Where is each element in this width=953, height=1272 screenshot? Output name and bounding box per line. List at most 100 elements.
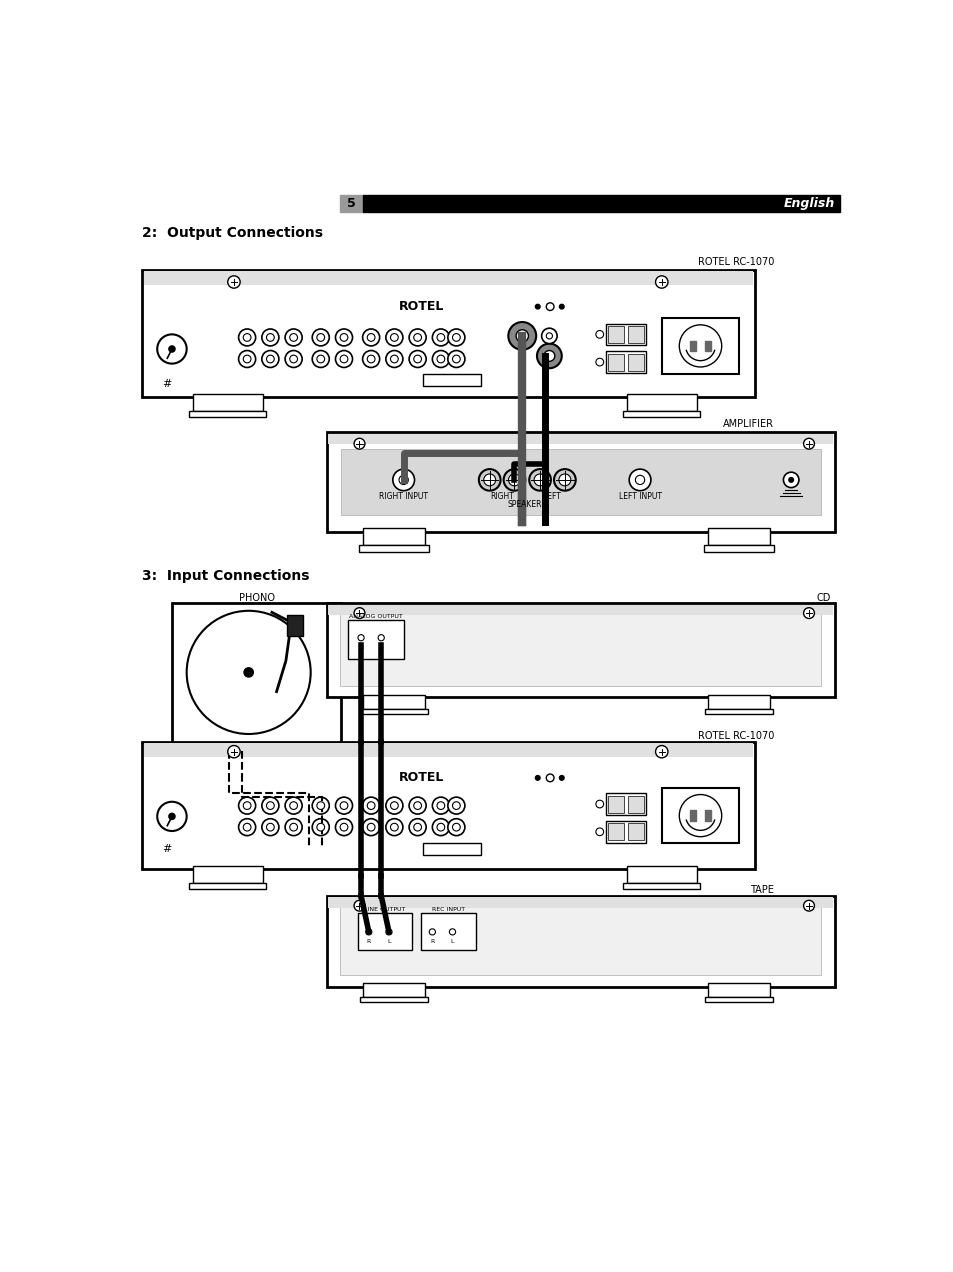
- Circle shape: [362, 329, 379, 346]
- Circle shape: [354, 608, 365, 618]
- Circle shape: [312, 351, 329, 368]
- Text: CD: CD: [816, 593, 830, 603]
- Circle shape: [782, 472, 798, 487]
- Bar: [363, 983, 425, 996]
- Circle shape: [679, 795, 721, 837]
- Circle shape: [390, 333, 397, 341]
- Circle shape: [335, 819, 353, 836]
- Circle shape: [452, 801, 459, 809]
- Bar: [704, 810, 710, 820]
- Circle shape: [261, 819, 278, 836]
- Circle shape: [261, 329, 278, 346]
- Circle shape: [635, 476, 644, 485]
- Bar: [627, 823, 643, 841]
- Circle shape: [385, 819, 402, 836]
- Circle shape: [546, 333, 552, 338]
- Circle shape: [596, 359, 603, 366]
- Circle shape: [244, 668, 253, 677]
- Circle shape: [436, 355, 444, 363]
- Text: #: #: [162, 379, 172, 389]
- Circle shape: [285, 798, 302, 814]
- Circle shape: [802, 439, 814, 449]
- Text: LINE OUTPUT: LINE OUTPUT: [364, 907, 405, 912]
- Circle shape: [554, 469, 575, 491]
- Circle shape: [483, 474, 496, 486]
- Circle shape: [398, 476, 408, 485]
- Circle shape: [424, 925, 439, 940]
- Bar: [142, 742, 754, 869]
- Text: ROTEL: ROTEL: [398, 771, 444, 785]
- Circle shape: [362, 798, 379, 814]
- Circle shape: [335, 329, 353, 346]
- Circle shape: [169, 813, 174, 819]
- Bar: [144, 743, 753, 757]
- Bar: [605, 323, 645, 345]
- Circle shape: [447, 819, 464, 836]
- Text: PHONO: PHONO: [239, 593, 274, 603]
- Circle shape: [228, 276, 240, 289]
- Text: TAPE: TAPE: [749, 885, 773, 895]
- Circle shape: [414, 823, 421, 831]
- Bar: [622, 883, 700, 889]
- Circle shape: [238, 798, 255, 814]
- Bar: [340, 195, 363, 212]
- Circle shape: [316, 355, 324, 363]
- Text: AMPLIFIER: AMPLIFIER: [722, 418, 773, 429]
- Bar: [360, 996, 428, 1002]
- Circle shape: [362, 819, 379, 836]
- Circle shape: [629, 469, 650, 491]
- Circle shape: [377, 635, 384, 641]
- Bar: [608, 326, 623, 343]
- Circle shape: [432, 351, 449, 368]
- Circle shape: [436, 823, 444, 831]
- Circle shape: [285, 819, 302, 836]
- Circle shape: [266, 355, 274, 363]
- Circle shape: [452, 333, 459, 341]
- Bar: [627, 354, 643, 370]
- Circle shape: [340, 355, 348, 363]
- Text: RIGHT INPUT: RIGHT INPUT: [378, 492, 428, 501]
- Circle shape: [596, 828, 603, 836]
- Text: LEFT INPUT: LEFT INPUT: [618, 492, 660, 501]
- Bar: [348, 619, 403, 659]
- Circle shape: [596, 800, 603, 808]
- Circle shape: [316, 823, 324, 831]
- Circle shape: [537, 343, 561, 368]
- Circle shape: [385, 329, 402, 346]
- Text: English: English: [783, 197, 835, 210]
- Circle shape: [558, 776, 563, 780]
- Circle shape: [436, 801, 444, 809]
- Circle shape: [354, 439, 365, 449]
- Circle shape: [432, 329, 449, 346]
- Circle shape: [261, 351, 278, 368]
- Circle shape: [340, 801, 348, 809]
- Circle shape: [385, 929, 392, 935]
- Circle shape: [449, 929, 456, 935]
- Circle shape: [802, 608, 814, 618]
- Bar: [340, 906, 820, 976]
- Circle shape: [409, 819, 426, 836]
- Circle shape: [390, 801, 397, 809]
- Circle shape: [679, 324, 721, 368]
- Circle shape: [316, 801, 324, 809]
- Circle shape: [340, 333, 348, 341]
- Text: ROTEL RC-1070: ROTEL RC-1070: [697, 257, 773, 267]
- Bar: [327, 895, 834, 987]
- Text: #: #: [162, 845, 172, 855]
- Circle shape: [169, 346, 174, 352]
- Circle shape: [478, 469, 500, 491]
- Circle shape: [409, 351, 426, 368]
- Circle shape: [409, 798, 426, 814]
- Bar: [689, 341, 696, 351]
- Circle shape: [393, 469, 415, 491]
- Circle shape: [788, 477, 793, 482]
- Circle shape: [534, 474, 545, 486]
- Text: LEFT: LEFT: [543, 492, 560, 501]
- Bar: [661, 787, 739, 843]
- Bar: [287, 614, 303, 636]
- Circle shape: [452, 355, 459, 363]
- Circle shape: [335, 798, 353, 814]
- Circle shape: [503, 469, 525, 491]
- Text: 2:  Output Connections: 2: Output Connections: [142, 225, 323, 239]
- Bar: [608, 354, 623, 370]
